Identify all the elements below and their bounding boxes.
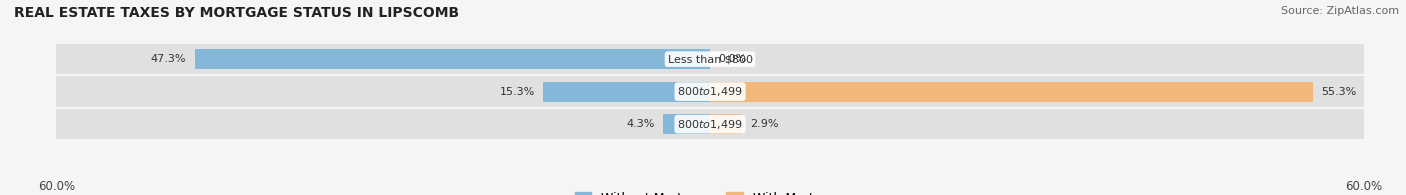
Text: 47.3%: 47.3%: [150, 54, 186, 64]
Text: 2.9%: 2.9%: [751, 119, 779, 129]
Bar: [56, 44, 1364, 74]
Text: REAL ESTATE TAXES BY MORTGAGE STATUS IN LIPSCOMB: REAL ESTATE TAXES BY MORTGAGE STATUS IN …: [14, 6, 460, 20]
Bar: [710, 114, 741, 134]
Text: $800 to $1,499: $800 to $1,499: [678, 118, 742, 131]
Bar: [56, 76, 1364, 107]
Legend: Without Mortgage, With Mortgage: Without Mortgage, With Mortgage: [569, 187, 851, 195]
Bar: [56, 109, 1364, 139]
Text: 0.0%: 0.0%: [718, 54, 747, 64]
Bar: [664, 114, 710, 134]
Bar: [194, 49, 710, 69]
Text: Less than $800: Less than $800: [668, 54, 752, 64]
Bar: [710, 82, 1313, 102]
Text: Source: ZipAtlas.com: Source: ZipAtlas.com: [1281, 6, 1399, 16]
Text: 4.3%: 4.3%: [626, 119, 654, 129]
Text: $800 to $1,499: $800 to $1,499: [678, 85, 742, 98]
Text: 55.3%: 55.3%: [1322, 87, 1357, 97]
Text: 15.3%: 15.3%: [499, 87, 534, 97]
Bar: [543, 82, 710, 102]
